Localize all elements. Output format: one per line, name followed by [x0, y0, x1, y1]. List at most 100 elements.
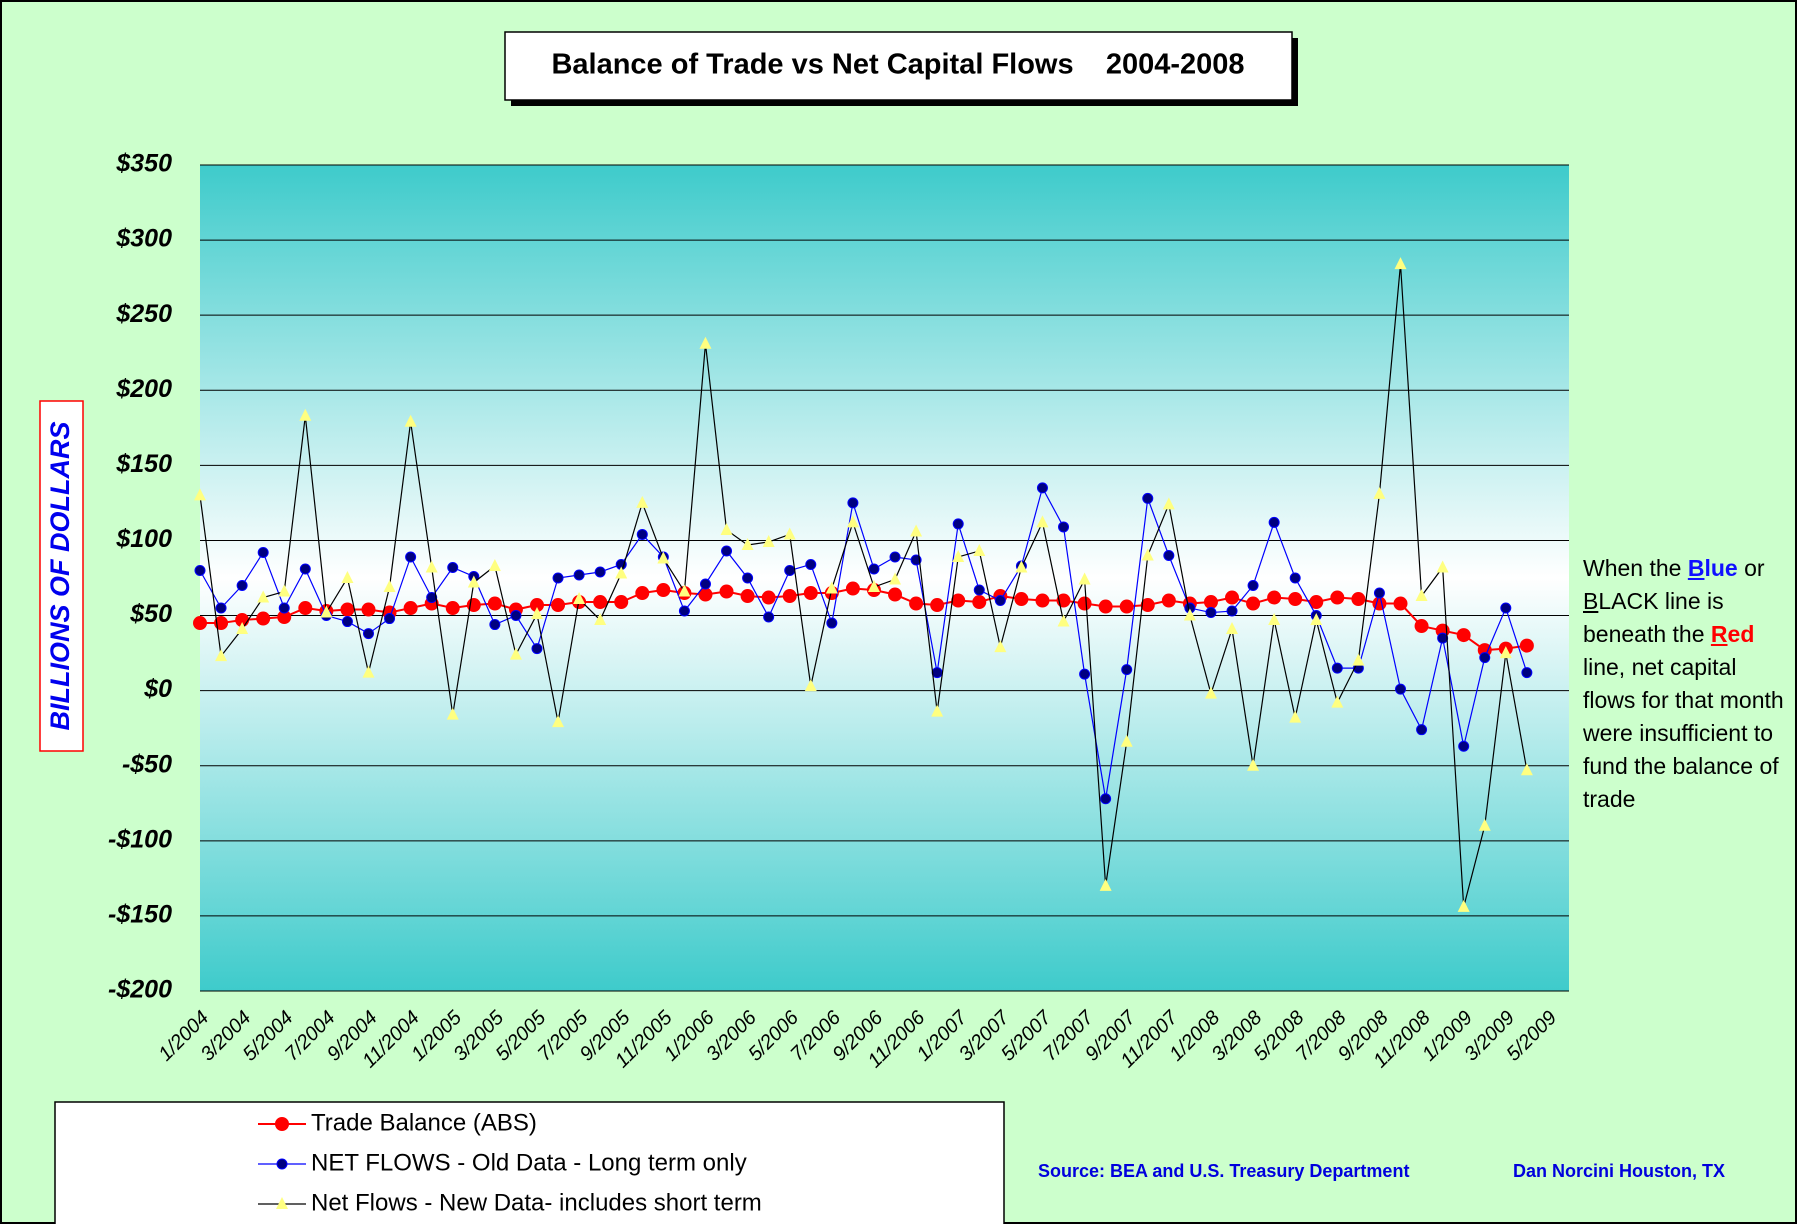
- marker: [1267, 590, 1282, 605]
- marker: [1309, 595, 1324, 610]
- marker: [1035, 593, 1050, 608]
- marker: [1100, 793, 1112, 805]
- marker: [361, 602, 376, 617]
- marker: [1119, 599, 1134, 614]
- marker: [1098, 599, 1113, 614]
- marker: [699, 336, 712, 349]
- annotation-text: When the: [1583, 555, 1688, 581]
- marker: [1500, 602, 1512, 614]
- marker: [973, 543, 986, 556]
- marker: [1436, 560, 1449, 573]
- marker: [215, 649, 228, 662]
- marker: [384, 613, 396, 625]
- marker: [1078, 572, 1091, 585]
- marker: [1457, 899, 1470, 912]
- marker: [193, 616, 207, 631]
- marker: [1226, 622, 1239, 635]
- marker: [804, 679, 817, 692]
- legend-marker: [276, 1197, 288, 1209]
- marker: [1456, 628, 1471, 643]
- legend-label: Net Flows - New Data- includes short ter…: [311, 1189, 762, 1216]
- marker: [1246, 596, 1261, 611]
- marker: [403, 601, 418, 616]
- marker: [194, 564, 206, 576]
- marker: [1057, 614, 1070, 627]
- series: [194, 482, 1533, 805]
- marker: [1162, 497, 1175, 510]
- y-tick-label: $200: [115, 375, 172, 403]
- marker: [889, 551, 901, 563]
- marker: [1373, 587, 1385, 599]
- marker: [1163, 549, 1175, 561]
- marker: [825, 581, 838, 594]
- marker: [1289, 710, 1302, 723]
- marker: [805, 558, 817, 570]
- marker: [362, 665, 375, 678]
- marker: [1521, 667, 1533, 679]
- marker: [1268, 516, 1280, 528]
- marker: [1395, 683, 1407, 695]
- marker: [1121, 664, 1133, 676]
- marker: [1416, 724, 1428, 736]
- marker: [1036, 482, 1048, 494]
- marker: [257, 546, 269, 558]
- annotation-text: Blue: [1687, 555, 1738, 581]
- marker: [551, 598, 566, 613]
- marker: [1015, 560, 1028, 573]
- marker: [699, 578, 711, 590]
- marker: [782, 589, 797, 604]
- marker: [487, 596, 502, 611]
- legend-label: NET FLOWS - Old Data - Long term only: [311, 1149, 747, 1176]
- marker: [973, 584, 985, 596]
- marker: [742, 572, 754, 584]
- marker: [445, 601, 460, 616]
- y-tick-label: -$50: [122, 750, 172, 778]
- chart-title: Balance of Trade vs Net Capital Flows 20…: [551, 49, 1244, 81]
- marker: [1079, 668, 1091, 680]
- marker: [1478, 818, 1491, 831]
- annotation-text: line, net capital flows for that month w…: [1583, 621, 1791, 812]
- marker: [1288, 592, 1303, 607]
- marker: [952, 549, 965, 562]
- series-line: [199, 264, 1528, 908]
- marker: [467, 575, 480, 588]
- marker: [1352, 653, 1365, 666]
- marker: [889, 572, 902, 585]
- y-tick-label: $350: [115, 150, 172, 178]
- marker: [509, 647, 522, 660]
- marker: [298, 601, 313, 616]
- marker: [1247, 758, 1260, 771]
- marker: [741, 537, 754, 550]
- marker: [1203, 595, 1218, 610]
- marker: [340, 602, 355, 617]
- marker: [783, 527, 796, 540]
- marker: [1183, 608, 1196, 621]
- marker: [1520, 763, 1533, 776]
- marker: [1289, 572, 1301, 584]
- marker: [657, 551, 670, 564]
- series-line: [200, 587, 1528, 652]
- marker: [1310, 613, 1323, 626]
- marker: [489, 619, 501, 631]
- marker: [425, 560, 438, 573]
- marker: [909, 596, 924, 611]
- marker: [1351, 592, 1366, 607]
- marker: [1268, 613, 1281, 626]
- marker: [299, 408, 312, 421]
- marker: [1331, 695, 1344, 708]
- marker: [1225, 590, 1240, 605]
- marker: [426, 592, 438, 604]
- marker: [1373, 486, 1386, 499]
- y-tick-label: -$200: [108, 976, 172, 1004]
- marker: [593, 595, 608, 610]
- marker: [1058, 521, 1070, 533]
- marker: [931, 667, 943, 679]
- marker: [615, 566, 628, 579]
- marker: [845, 581, 860, 596]
- marker: [531, 643, 543, 655]
- marker: [341, 616, 353, 628]
- marker: [320, 605, 333, 618]
- marker: [1142, 492, 1154, 504]
- author: Dan Norcini Houston, TX: [1513, 1161, 1725, 1181]
